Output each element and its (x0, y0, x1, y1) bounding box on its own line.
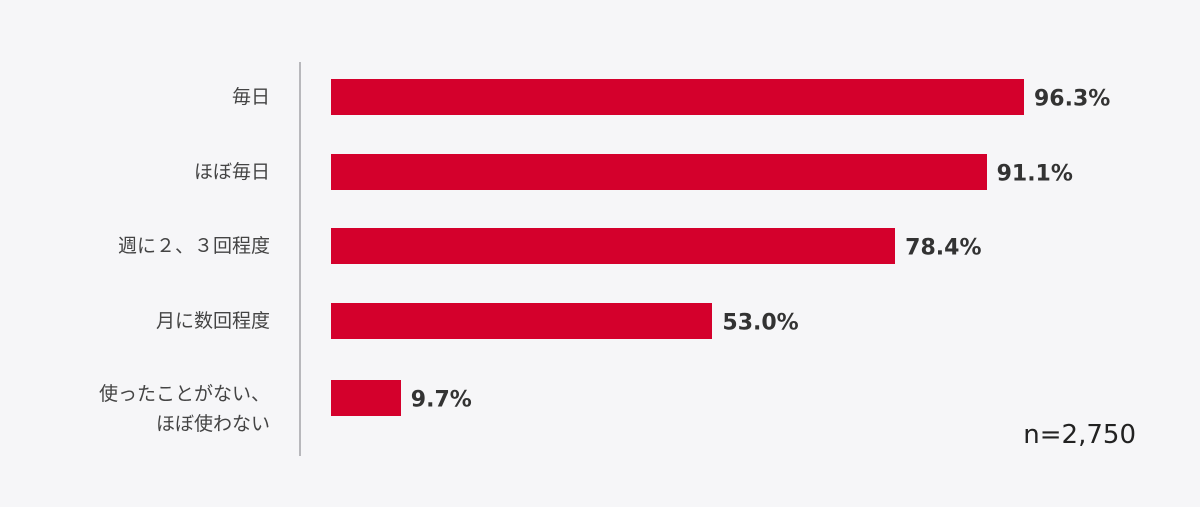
bar (331, 228, 896, 264)
data-label: 91.1% (996, 161, 1073, 186)
sample-size: n=2,750 (1023, 420, 1136, 450)
category-axis (299, 62, 301, 456)
data-label: 78.4% (905, 235, 982, 261)
bar (331, 380, 401, 416)
data-label: 9.7% (410, 387, 472, 413)
category-label: 月に数回程度 (155, 309, 270, 332)
bar (331, 79, 1024, 115)
bar (331, 302, 713, 339)
category-label: 毎日 (231, 86, 270, 108)
bar (331, 153, 987, 190)
data-label: 53.0% (722, 310, 799, 335)
category-label: 週に２、３回程度 (117, 235, 270, 257)
data-label: 96.3% (1034, 86, 1111, 112)
category-label: ほぼ毎日 (193, 160, 270, 183)
category-label: 使ったことがない、 ほぼ使わない (98, 383, 270, 435)
